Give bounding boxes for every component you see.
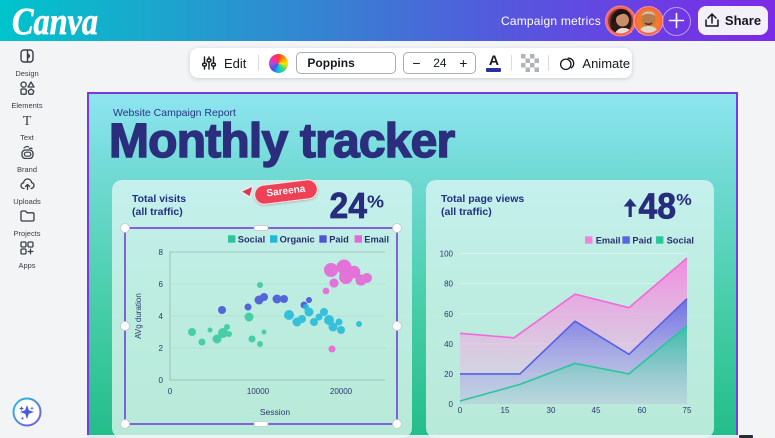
svg-text:100: 100 <box>440 250 454 259</box>
svg-text:AVg duration: AVg duration <box>134 293 143 339</box>
svg-text:75: 75 <box>683 406 692 415</box>
svg-text:Session: Session <box>260 407 291 417</box>
svg-text:20: 20 <box>444 370 453 379</box>
svg-text:0: 0 <box>159 376 164 385</box>
svg-text:Canva: Canva <box>12 4 98 38</box>
svg-text:%: % <box>676 192 692 209</box>
svg-text:Social: Social <box>238 235 265 245</box>
svg-text:60: 60 <box>444 310 453 319</box>
svg-text:80: 80 <box>444 280 453 289</box>
svg-text:Social: Social <box>667 236 694 246</box>
svg-text:4: 4 <box>159 312 164 321</box>
svg-text:48: 48 <box>639 186 677 227</box>
svg-text:%: % <box>367 191 384 211</box>
svg-text:0: 0 <box>168 387 173 396</box>
svg-text:Organic: Organic <box>280 235 315 245</box>
svg-text:T: T <box>23 114 32 127</box>
svg-text:6: 6 <box>159 280 164 289</box>
svg-text:2: 2 <box>159 344 164 353</box>
svg-text:Paid: Paid <box>632 236 652 246</box>
svg-text:8: 8 <box>159 248 164 257</box>
svg-text:24: 24 <box>330 185 368 226</box>
svg-text:Email: Email <box>596 236 621 246</box>
svg-text:Paid: Paid <box>329 235 349 245</box>
svg-text:0: 0 <box>458 406 463 415</box>
svg-text:15: 15 <box>501 406 510 415</box>
svg-text:0: 0 <box>449 400 454 409</box>
svg-text:40: 40 <box>444 340 453 349</box>
svg-text:20000: 20000 <box>330 387 353 396</box>
svg-text:10000: 10000 <box>247 387 270 396</box>
svg-text:45: 45 <box>592 406 601 415</box>
svg-text:Email: Email <box>364 235 389 245</box>
svg-text:30: 30 <box>547 406 556 415</box>
svg-text:60: 60 <box>638 406 647 415</box>
